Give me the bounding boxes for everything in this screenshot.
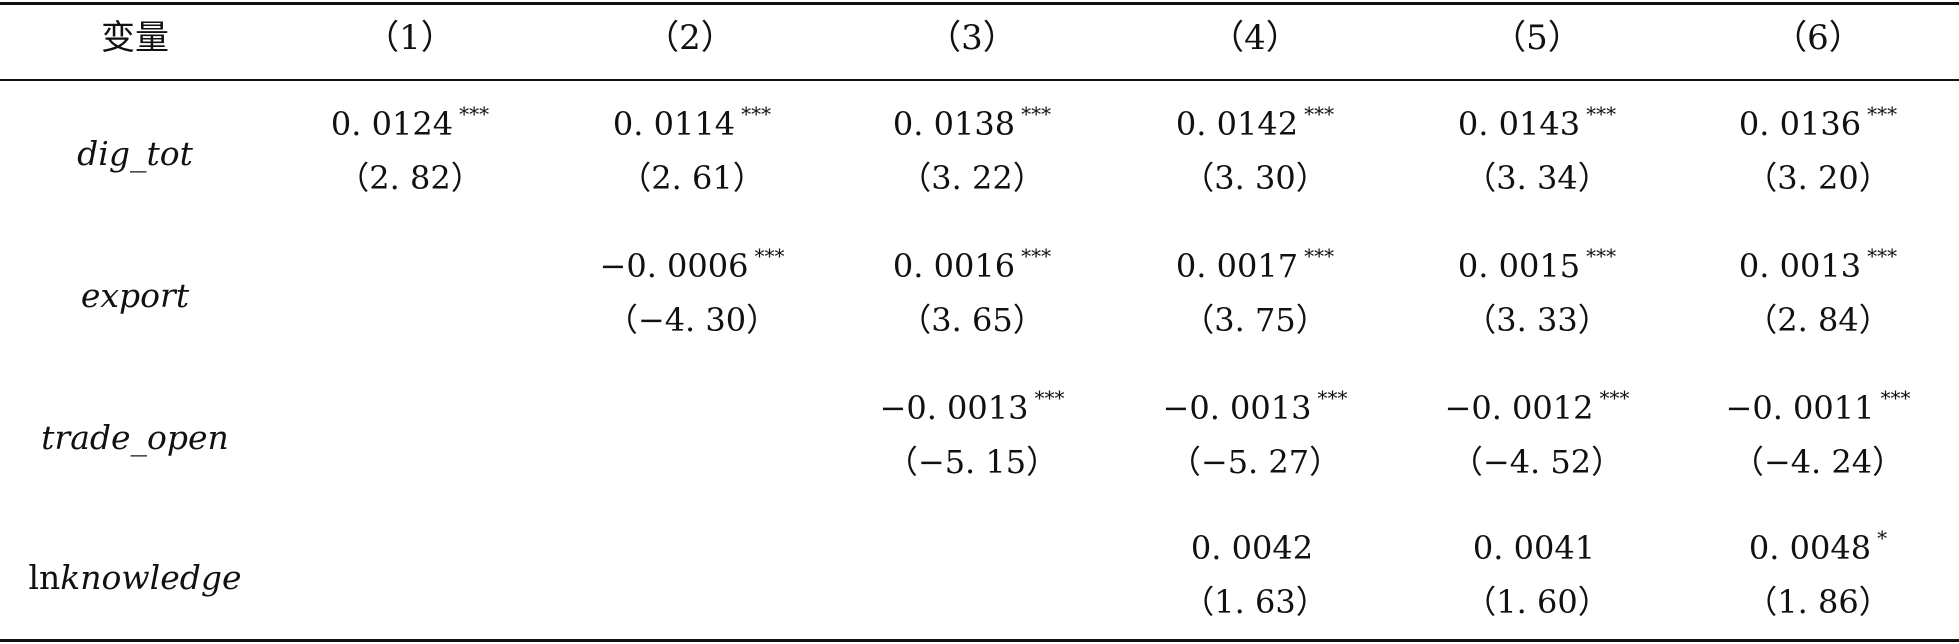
significance-stars: *** xyxy=(1880,386,1911,410)
significance-stars: *** xyxy=(1599,386,1630,410)
coefficient-value: 0. 0142 xyxy=(1175,105,1299,143)
coefficient-cell: 0. 0114 *** xyxy=(562,102,822,144)
header-col-5: （5） xyxy=(1492,18,1582,58)
header-col-6: （6） xyxy=(1773,18,1863,58)
coefficient-value: 0. 0042 xyxy=(1190,529,1314,567)
significance-stars: *** xyxy=(1021,102,1052,126)
coefficient-cell: 0. 0124 *** xyxy=(280,102,540,144)
significance-stars: *** xyxy=(1317,386,1348,410)
coefficient-cell: 0. 0017 *** xyxy=(1125,244,1385,286)
coefficient-cell: −0. 0011 *** xyxy=(1688,386,1948,428)
coefficient-cell: −0. 0013 *** xyxy=(1125,386,1385,428)
coefficient-value: −0. 0013 xyxy=(1162,389,1312,427)
t-statistic: （3. 30） xyxy=(1182,159,1328,197)
coefficient-cell: 0. 0138 *** xyxy=(842,102,1102,144)
coefficient-value: 0. 0017 xyxy=(1175,247,1299,285)
t-statistic: （3. 20） xyxy=(1745,159,1891,197)
t-statistic: （2. 82） xyxy=(337,159,483,197)
coefficient-value: 0. 0138 xyxy=(892,105,1016,143)
variable-label: export xyxy=(0,276,270,316)
t-statistic: （3. 75） xyxy=(1182,301,1328,339)
variable-label: dig_tot xyxy=(0,134,270,174)
header-rule xyxy=(0,79,1959,81)
bottom-rule xyxy=(0,639,1959,642)
variable-label: trade_open xyxy=(0,418,270,458)
significance-stars: *** xyxy=(1867,102,1898,126)
coefficient-value: 0. 0013 xyxy=(1738,247,1862,285)
t-statistic: （3. 34） xyxy=(1464,159,1610,197)
variable-name: export xyxy=(80,276,190,315)
coefficient-cell: 0. 0142 *** xyxy=(1125,102,1385,144)
t-statistic: （−4. 52） xyxy=(1450,443,1624,481)
t-statistic: （1. 86） xyxy=(1745,583,1891,621)
coefficient-cell: −0. 0006 *** xyxy=(562,244,822,286)
coefficient-cell: 0. 0136 *** xyxy=(1688,102,1948,144)
coefficient-value: 0. 0136 xyxy=(1738,105,1862,143)
header-col-1: （1） xyxy=(365,18,455,58)
variable-name: trade_open xyxy=(41,418,229,457)
t-statistic: （−5. 15） xyxy=(885,443,1059,481)
header-col-2: （2） xyxy=(645,18,735,58)
variable-name: knowledge xyxy=(60,558,242,597)
significance-stars: *** xyxy=(1304,244,1335,268)
coefficient-value: 0. 0048 xyxy=(1748,529,1872,567)
variable-prefix: ln xyxy=(28,558,61,597)
significance-stars: *** xyxy=(459,102,490,126)
significance-stars: *** xyxy=(1304,102,1335,126)
header-col-3: （3） xyxy=(927,18,1017,58)
variable-name: dig_tot xyxy=(77,134,193,173)
significance-stars: *** xyxy=(1867,244,1898,268)
t-statistic: （1. 60） xyxy=(1464,583,1610,621)
t-statistic: （2. 84） xyxy=(1745,301,1891,339)
t-statistic: （3. 22） xyxy=(899,159,1045,197)
t-statistic: （2. 61） xyxy=(619,159,765,197)
header-variable: 变量 xyxy=(101,18,169,58)
header-col-4: （4） xyxy=(1210,18,1300,58)
significance-stars: *** xyxy=(741,102,772,126)
coefficient-value: 0. 0143 xyxy=(1457,105,1581,143)
top-rule xyxy=(0,2,1959,5)
significance-stars: * xyxy=(1877,526,1888,550)
coefficient-cell: 0. 0042 xyxy=(1125,528,1385,568)
coefficient-value: −0. 0012 xyxy=(1444,389,1594,427)
t-statistic: （−4. 24） xyxy=(1731,443,1905,481)
coefficient-value: 0. 0041 xyxy=(1472,529,1596,567)
coefficient-cell: 0. 0041 xyxy=(1407,528,1667,568)
significance-stars: *** xyxy=(754,244,785,268)
coefficient-value: −0. 0013 xyxy=(879,389,1029,427)
coefficient-value: 0. 0015 xyxy=(1457,247,1581,285)
coefficient-value: −0. 0006 xyxy=(599,247,749,285)
coefficient-value: 0. 0114 xyxy=(612,105,736,143)
significance-stars: *** xyxy=(1021,244,1052,268)
coefficient-cell: 0. 0143 *** xyxy=(1407,102,1667,144)
coefficient-value: 0. 0124 xyxy=(330,105,454,143)
variable-label: lnknowledge xyxy=(0,558,270,598)
significance-stars: *** xyxy=(1034,386,1065,410)
significance-stars: *** xyxy=(1586,244,1617,268)
coefficient-cell: 0. 0015 *** xyxy=(1407,244,1667,286)
coefficient-cell: 0. 0016 *** xyxy=(842,244,1102,286)
t-statistic: （1. 63） xyxy=(1182,583,1328,621)
t-statistic: （3. 33） xyxy=(1464,301,1610,339)
t-statistic: （3. 65） xyxy=(899,301,1045,339)
coefficient-cell: −0. 0012 *** xyxy=(1407,386,1667,428)
t-statistic: （−5. 27） xyxy=(1168,443,1342,481)
coefficient-value: 0. 0016 xyxy=(892,247,1016,285)
t-statistic: （−4. 30） xyxy=(605,301,779,339)
coefficient-cell: −0. 0013 *** xyxy=(842,386,1102,428)
coefficient-cell: 0. 0048 * xyxy=(1688,526,1948,568)
significance-stars: *** xyxy=(1586,102,1617,126)
coefficient-value: −0. 0011 xyxy=(1725,389,1875,427)
coefficient-cell: 0. 0013 *** xyxy=(1688,244,1948,286)
